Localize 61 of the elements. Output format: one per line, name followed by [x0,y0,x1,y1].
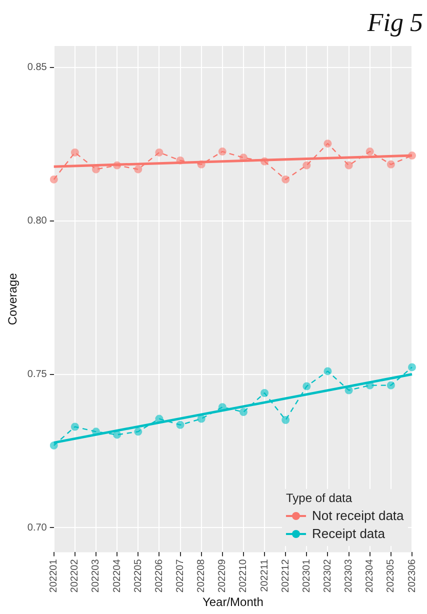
x-tick-label: 202201 [48,558,60,593]
point [197,414,206,423]
point [366,381,374,390]
point [176,420,184,429]
point [113,161,122,170]
y-tick-label: 0.75 [27,369,48,380]
point [155,148,164,156]
point [302,161,311,170]
point [408,363,416,372]
x-tick-label: 202207 [175,558,186,593]
x-tick-label: 202209 [217,558,228,593]
x-tick-label: 202210 [238,558,250,593]
x-axis-title: Year/Month [202,595,264,610]
x-tick-label: 202212 [280,558,292,593]
caption: Fig 5 [367,8,423,38]
x-tick-label: 202301 [301,558,312,593]
x-tick-label: 202202 [70,558,81,593]
point [197,160,206,168]
point [134,428,142,436]
point [239,408,248,416]
x-tick-label: 202203 [90,558,102,593]
point [366,148,374,156]
point [92,165,100,174]
y-tick-label: 0.70 [27,522,48,534]
point [113,430,122,439]
x-tick-label: 202204 [112,558,123,593]
y-tick-label: 0.85 [27,62,48,74]
x-tick-label: 202302 [322,558,334,593]
point [386,160,395,168]
point [302,382,311,390]
y-tick-label: 0.80 [27,216,48,227]
legend-label: Receipt data [312,526,385,542]
x-tick-label: 202205 [132,558,144,593]
point [218,148,226,156]
point [50,441,58,450]
point [282,416,290,424]
point [282,175,290,184]
point [386,381,395,390]
point [324,140,332,148]
x-tick-label: 202304 [364,558,376,593]
legend-title: Type of data [286,491,354,506]
point [50,175,58,184]
x-tick-label: 202208 [196,558,208,593]
x-tick-label: 202206 [154,558,165,593]
point [176,156,184,164]
point [324,367,332,376]
point [134,165,142,174]
point [70,148,79,156]
point [344,161,353,170]
x-tick-label: 202211 [259,558,270,592]
x-tick-label: 202306 [406,558,418,593]
x-tick-label: 202303 [344,558,355,593]
y-axis-title: Coverage [6,272,20,326]
point [70,422,79,431]
point [155,414,164,423]
point [260,389,269,397]
legend-label: Not receipt data [312,508,404,524]
x-tick-label: 202305 [386,558,397,593]
point [92,428,100,436]
point [344,386,353,394]
point [260,157,269,166]
